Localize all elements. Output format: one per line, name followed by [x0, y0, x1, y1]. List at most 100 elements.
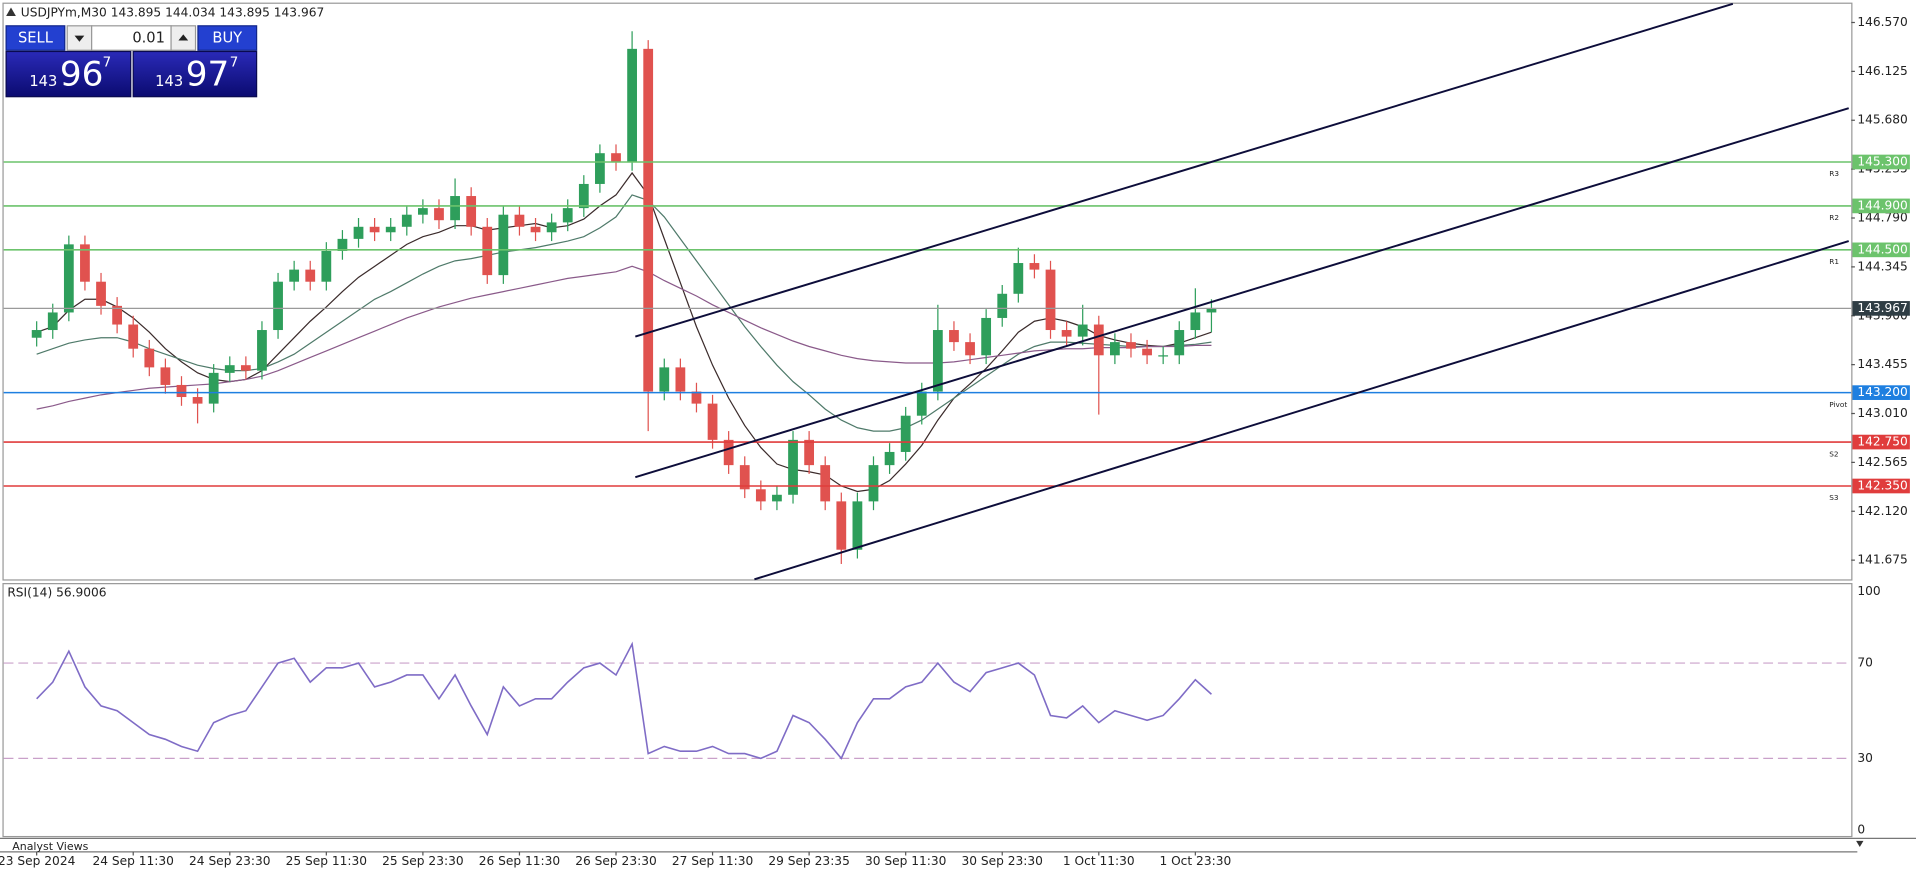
level-name: R2 [1829, 213, 1839, 222]
channel-line [754, 240, 1850, 581]
x-tick-label: 27 Sep 11:30 [672, 854, 753, 868]
candle-body [80, 244, 90, 282]
level-label: 142.350 [1857, 478, 1907, 492]
y-tick-label: 142.120 [1857, 504, 1907, 518]
candle-body [788, 439, 798, 495]
y-tick-label: 144.790 [1857, 211, 1907, 225]
level-label: 143.200 [1857, 385, 1907, 399]
x-tick-label: 29 Sep 23:35 [768, 854, 849, 868]
lot-value[interactable]: 0.01 [132, 30, 165, 47]
analyst-tab[interactable]: Analyst Views [12, 840, 88, 853]
candle-body [96, 281, 106, 306]
current-price-label: 143.967 [1857, 301, 1907, 315]
scroll-icon[interactable] [1856, 840, 1864, 847]
buy-button[interactable] [197, 25, 258, 51]
level-name: R1 [1829, 257, 1839, 266]
level-tag [1852, 242, 1910, 258]
candle-body [1061, 330, 1072, 337]
candle-body [1093, 324, 1104, 356]
y-tick-label: 145.680 [1857, 113, 1907, 127]
x-tick-label: 30 Sep 23:30 [961, 854, 1042, 868]
candle-body [305, 269, 316, 282]
candle-body [144, 348, 155, 368]
candle-body [450, 196, 460, 221]
sell-button[interactable] [5, 25, 66, 51]
level-tag [1852, 154, 1910, 170]
candle-body [160, 367, 171, 385]
candle-body [675, 367, 686, 392]
y-tick-label: 146.125 [1857, 64, 1907, 78]
channel-line [635, 107, 1850, 479]
candle-body [578, 183, 589, 209]
x-tick-label: 26 Sep 23:30 [575, 854, 656, 868]
candle-body [434, 208, 444, 221]
candle-body [820, 465, 831, 502]
level-tag [1852, 385, 1910, 400]
y-tick-label: 143.455 [1857, 357, 1907, 371]
open: 143.895 [111, 5, 161, 19]
candle-body [418, 208, 428, 215]
collapse-icon[interactable] [6, 7, 16, 17]
ask-point: 7 [230, 55, 239, 70]
candle-body [932, 330, 943, 392]
candle-body [755, 489, 766, 502]
candle-body [804, 439, 815, 466]
candle-body [627, 48, 637, 162]
y-tick-label: 141.675 [1857, 553, 1907, 567]
chart-header: USDJPYm,M30 143.895 144.034 143.895 143.… [21, 5, 324, 19]
candle-body [997, 293, 1008, 318]
candle-body [707, 403, 718, 440]
candle-body [273, 281, 283, 331]
bid-pips: 96 [60, 54, 104, 94]
buy-label[interactable]: BUY [212, 30, 242, 47]
candle-body [1174, 330, 1185, 356]
candle-body [1013, 263, 1024, 294]
x-tick-label: 24 Sep 23:30 [189, 854, 270, 868]
candle-body [514, 214, 525, 227]
candle-body [611, 153, 621, 162]
candle-body [836, 501, 847, 550]
level-name: Pivot [1829, 400, 1847, 409]
candle-body [63, 244, 74, 313]
ask-box[interactable] [132, 50, 258, 98]
candle-body [1158, 355, 1169, 357]
candle-body [257, 330, 267, 371]
rsi-pane [2, 583, 1853, 838]
lot-input[interactable] [91, 25, 172, 51]
candle-body [353, 226, 364, 239]
y-tick-label: 143.010 [1857, 406, 1907, 420]
x-tick-label: 30 Sep 11:30 [865, 854, 946, 868]
candle-body [1109, 342, 1120, 356]
candle-body [965, 342, 975, 356]
bid-big: 143 [29, 73, 57, 90]
candle-body [1126, 342, 1136, 349]
candle-body [1045, 269, 1056, 331]
candle-body [385, 226, 396, 233]
x-tick-label: 1 Oct 23:30 [1159, 854, 1231, 868]
candle-body [772, 494, 782, 502]
level-name: R3 [1829, 169, 1839, 178]
candle-body [337, 238, 348, 251]
level-label: 142.750 [1857, 435, 1907, 449]
y-tick-label: 142.565 [1857, 455, 1907, 469]
candle-body [176, 384, 187, 398]
candle-body [1206, 308, 1217, 313]
candle-body [595, 153, 605, 184]
candle-body [128, 324, 139, 349]
candle-body [112, 305, 123, 325]
x-tick-label: 26 Sep 11:30 [479, 854, 560, 868]
up-arrow [178, 34, 189, 41]
candle-body [1190, 312, 1201, 331]
candle-body [498, 214, 509, 276]
symbol: USDJPYm,M30 [21, 5, 107, 19]
level-name: S2 [1829, 449, 1838, 458]
y-tick-label: 146.570 [1857, 15, 1907, 29]
bid-box[interactable] [5, 50, 132, 98]
sell-label[interactable]: SELL [18, 30, 54, 47]
moving-average [36, 265, 1212, 410]
x-tick-label: 25 Sep 11:30 [286, 854, 367, 868]
candle-body [900, 415, 911, 452]
ask-big: 143 [155, 73, 183, 90]
